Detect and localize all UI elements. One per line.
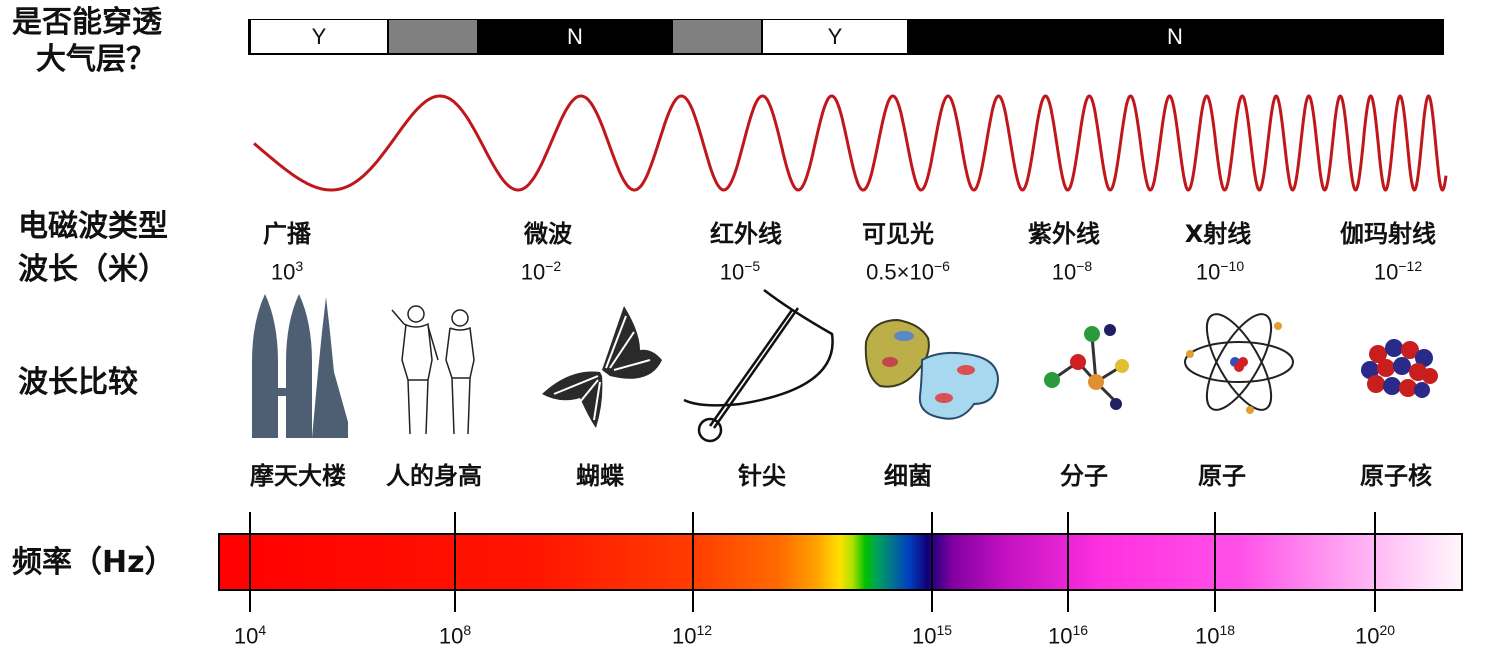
wavelength-value: 10−2 (521, 258, 561, 285)
atmosphere-question-line2: 大气层？ (36, 42, 156, 77)
skyscraper-icon (252, 294, 348, 438)
frequency-base: 10 (1354, 623, 1380, 649)
object-label: 原子核 (1360, 462, 1432, 490)
nucleus-icon (1361, 339, 1438, 398)
frequency-label: 108 (439, 622, 471, 649)
type-label: 微波 (524, 220, 572, 248)
needle-icon (683, 289, 834, 443)
atmosphere-segment: Y (763, 20, 907, 53)
wavelength-row-label: 波长（米） (18, 252, 168, 287)
frequency-base: 10 (438, 623, 464, 649)
atom-icon (1184, 313, 1294, 414)
type-label: 伽玛射线 (1340, 220, 1436, 248)
frequency-exponent: 16 (1072, 622, 1089, 638)
atmosphere-segment (673, 20, 761, 53)
frequency-base: 10 (233, 623, 259, 649)
frequency-exponent: 18 (1219, 622, 1236, 638)
frequency-base: 10 (671, 623, 697, 649)
frequency-spectrum-bar (218, 533, 1463, 591)
frequency-exponent: 4 (258, 622, 267, 638)
compare-row-label: 波长比较 (18, 365, 138, 400)
wavelength-value: 10−5 (720, 258, 760, 285)
frequency-tick (454, 512, 456, 612)
wavelength-base: 10 (719, 259, 745, 285)
wavelength-value: 10−12 (1374, 258, 1422, 285)
object-label: 人的身高 (386, 462, 482, 490)
wavelength-exponent: 3 (295, 258, 304, 274)
frequency-base: 10 (1047, 623, 1073, 649)
type-label: X射线 (1184, 220, 1252, 248)
frequency-label: 104 (234, 622, 266, 649)
frequency-tick (1067, 512, 1069, 612)
wavelength-value: 103 (271, 258, 303, 285)
em-wave-curve (253, 94, 1448, 192)
wavelength-base: 10 (1373, 259, 1399, 285)
frequency-exponent: 20 (1379, 622, 1396, 638)
frequency-tick (1214, 512, 1216, 612)
atmosphere-segment (389, 20, 477, 53)
wavelength-value: 10−10 (1196, 258, 1244, 285)
object-label: 分子 (1060, 462, 1108, 490)
frequency-exponent: 12 (696, 622, 713, 638)
object-label: 细菌 (884, 462, 932, 490)
wavelength-base: 10 (1195, 259, 1221, 285)
wavelength-base: 0.5×10 (866, 259, 934, 285)
atmosphere-question-line1: 是否能穿透 (12, 5, 162, 40)
frequency-base: 10 (911, 623, 937, 649)
type-label: 广播 (263, 220, 311, 248)
frequency-tick (931, 512, 933, 612)
frequency-label: 1018 (1195, 622, 1235, 649)
wavelength-value: 0.5×10−6 (866, 258, 950, 285)
object-label: 摩天大楼 (250, 462, 346, 490)
frequency-label: 1020 (1355, 622, 1395, 649)
frequency-exponent: 15 (936, 622, 953, 638)
frequency-tick (692, 512, 694, 612)
frequency-label: 1012 (672, 622, 712, 649)
bacteria-icon (864, 318, 1000, 420)
object-label: 蝴蝶 (576, 462, 624, 490)
frequency-tick (249, 512, 251, 612)
atmosphere-segment: N (479, 20, 671, 53)
wavelength-base: 10 (1051, 259, 1077, 285)
frequency-base: 10 (1194, 623, 1220, 649)
wavelength-base: 10 (520, 259, 546, 285)
wavelength-base: 10 (270, 259, 296, 285)
wavelength-exponent: −12 (1398, 258, 1423, 274)
atmosphere-segment: N (909, 20, 1441, 53)
object-label: 针尖 (738, 462, 786, 490)
frequency-exponent: 8 (463, 622, 472, 638)
frequency-label: 1016 (1048, 622, 1088, 649)
frequency-tick (1374, 512, 1376, 612)
molecule-icon (1044, 324, 1129, 410)
wavelength-exponent: −2 (545, 258, 562, 274)
butterfly-icon (542, 306, 662, 428)
wavelength-exponent: −6 (933, 258, 950, 274)
wavelength-exponent: −8 (1076, 258, 1093, 274)
wavelength-value: 10−8 (1052, 258, 1092, 285)
atmosphere-segment: Y (251, 20, 387, 53)
wavelength-exponent: −5 (744, 258, 761, 274)
wavelength-exponent: −10 (1220, 258, 1245, 274)
atmosphere-bar: Y N Y N (248, 19, 1444, 55)
object-label: 原子 (1198, 462, 1246, 490)
frequency-row-label: 频率（Hz） (12, 545, 175, 580)
human-icon (391, 305, 475, 435)
type-label: 红外线 (710, 220, 782, 248)
frequency-label: 1015 (912, 622, 952, 649)
atmosphere-question: 是否能穿透 大气层？ (12, 6, 162, 80)
type-label: 可见光 (862, 220, 934, 248)
type-label: 紫外线 (1028, 220, 1100, 248)
type-row-label: 电磁波类型 (18, 209, 168, 244)
